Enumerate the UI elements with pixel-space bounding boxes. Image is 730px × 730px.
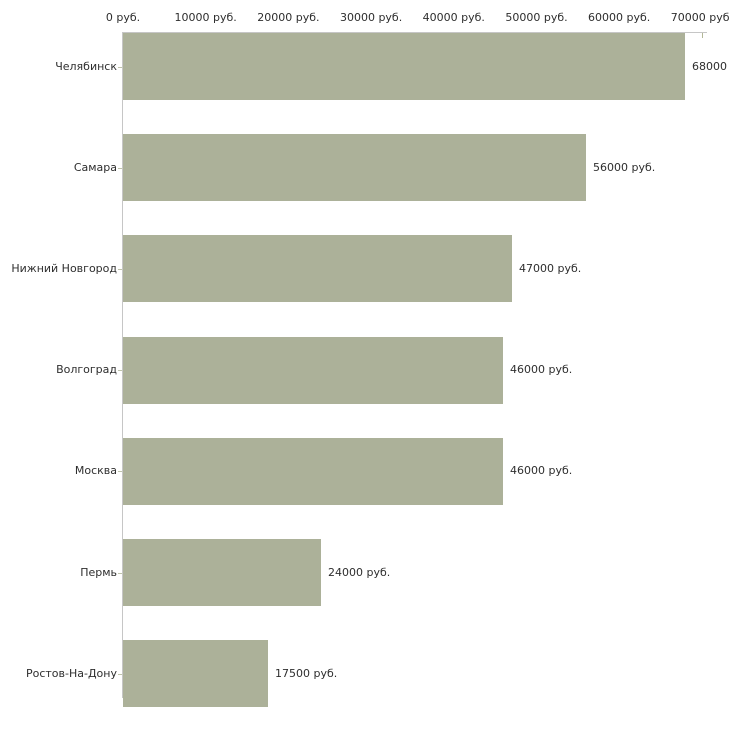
x-axis-tick-label: 50000 руб.: [505, 11, 568, 24]
category-label: Ростов-На-Дону: [25, 667, 117, 680]
x-axis-tick-label: 10000 руб.: [174, 11, 237, 24]
category-tick: [118, 370, 122, 371]
bar: [123, 640, 268, 707]
x-axis-tick-label: 70000 руб.: [670, 11, 730, 24]
value-label: 24000 руб.: [328, 566, 391, 579]
value-label: 68000 руб.: [692, 60, 730, 73]
bar: [123, 438, 503, 505]
bar: [123, 33, 685, 100]
x-axis-tick-label: 60000 руб.: [588, 11, 651, 24]
bar: [123, 539, 321, 606]
bar: [123, 235, 512, 302]
x-axis-tick-label: 20000 руб.: [257, 11, 320, 24]
value-label: 56000 руб.: [593, 161, 656, 174]
category-label: Челябинск: [55, 60, 117, 73]
x-axis-tick-label: 30000 руб.: [339, 11, 403, 24]
category-tick: [118, 269, 122, 270]
value-label: 47000 руб.: [519, 262, 582, 275]
category-tick: [118, 67, 122, 68]
category-label: Пермь: [80, 566, 117, 579]
category-label: Нижний Новгород: [11, 262, 117, 275]
category-label: Самара: [73, 161, 117, 174]
x-axis-tick: [701, 33, 703, 38]
bar: [123, 134, 586, 201]
category-label: Волгоград: [56, 363, 117, 376]
y-axis-line: [122, 32, 123, 698]
category-label: Москва: [74, 464, 117, 477]
value-label: 46000 руб.: [510, 464, 573, 477]
x-axis-line: [123, 32, 707, 33]
x-axis-tick-label: 0 руб.: [105, 11, 141, 24]
category-tick: [118, 573, 122, 574]
x-axis-tick-label: 40000 руб.: [422, 11, 485, 24]
value-label: 17500 руб.: [275, 667, 338, 680]
value-label: 46000 руб.: [510, 363, 573, 376]
category-tick: [118, 674, 122, 675]
bar: [123, 337, 503, 404]
category-tick: [118, 168, 122, 169]
category-tick: [118, 471, 122, 472]
